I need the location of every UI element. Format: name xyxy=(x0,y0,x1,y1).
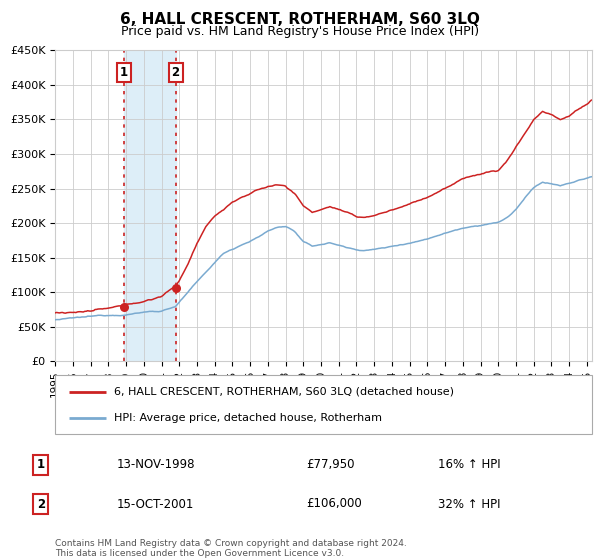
Text: 2: 2 xyxy=(37,497,45,511)
Text: 13-NOV-1998: 13-NOV-1998 xyxy=(117,458,196,472)
Text: 6, HALL CRESCENT, ROTHERHAM, S60 3LQ: 6, HALL CRESCENT, ROTHERHAM, S60 3LQ xyxy=(120,12,480,27)
Text: 1: 1 xyxy=(37,458,45,472)
Text: £77,950: £77,950 xyxy=(306,458,355,472)
Text: 6, HALL CRESCENT, ROTHERHAM, S60 3LQ (detached house): 6, HALL CRESCENT, ROTHERHAM, S60 3LQ (de… xyxy=(114,386,454,396)
Text: 32% ↑ HPI: 32% ↑ HPI xyxy=(438,497,500,511)
Text: 2: 2 xyxy=(172,66,179,79)
Text: £106,000: £106,000 xyxy=(306,497,362,511)
Text: 15-OCT-2001: 15-OCT-2001 xyxy=(117,497,194,511)
Text: Contains HM Land Registry data © Crown copyright and database right 2024.
This d: Contains HM Land Registry data © Crown c… xyxy=(55,539,407,558)
Text: 16% ↑ HPI: 16% ↑ HPI xyxy=(438,458,500,472)
Text: 1: 1 xyxy=(120,66,128,79)
Text: HPI: Average price, detached house, Rotherham: HPI: Average price, detached house, Roth… xyxy=(114,413,382,423)
Bar xyxy=(124,50,176,361)
Text: Price paid vs. HM Land Registry's House Price Index (HPI): Price paid vs. HM Land Registry's House … xyxy=(121,25,479,38)
